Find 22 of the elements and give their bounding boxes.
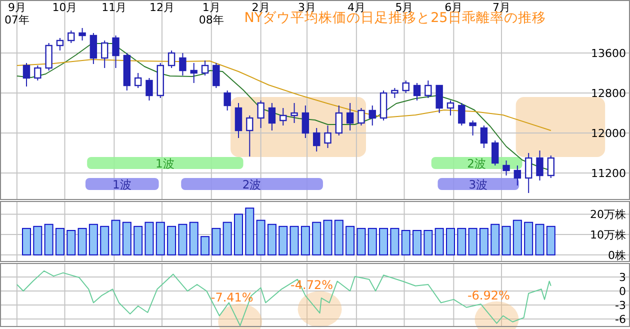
y-tick-label: 3 <box>619 271 626 284</box>
y-tick-label: 20万株 <box>590 208 626 222</box>
y-tick-label: 13600 <box>591 47 626 60</box>
y-tick-label: -6 <box>615 313 626 326</box>
y-tick-label: 12000 <box>591 127 626 140</box>
band-label: 1波 <box>156 156 175 170</box>
x-tick-label: 9月 07年 <box>4 1 30 27</box>
y-tick-label: 11200 <box>591 167 626 180</box>
band-label: 2波 <box>242 178 262 192</box>
band-label: 1波 <box>112 178 132 192</box>
y-tick-label: 10万株 <box>590 228 626 242</box>
x-tick-label: 1月 08年 <box>198 1 224 27</box>
y-tick-label: 0株 <box>608 248 626 262</box>
y-tick-label: 0 <box>619 285 626 298</box>
y-tick-label: 12800 <box>591 87 626 100</box>
band-label: 3波 <box>468 178 488 192</box>
y-tick-label: -3 <box>615 299 626 312</box>
x-tick-label: 10月 <box>52 1 78 14</box>
x-tick-label: 11月 <box>102 1 127 14</box>
band-label: 2波 <box>467 156 486 170</box>
x-tick-label: 12月 <box>149 1 174 14</box>
annotation: -6.92% <box>467 288 510 302</box>
